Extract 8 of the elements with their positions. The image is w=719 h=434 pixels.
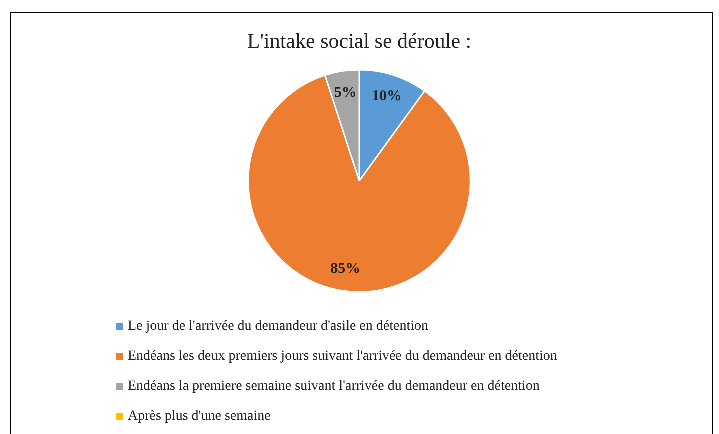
data-label: 10% — [372, 88, 402, 104]
legend-label: Après plus d'une semaine — [127, 408, 272, 426]
data-label: 85% — [330, 260, 361, 277]
legend-label: Le jour de l'arrivée du demandeur d'asile en détention — [127, 318, 430, 336]
legend-label: Endéans la premiere semaine suivant l'arrivée du demandeur en détention — [127, 378, 541, 396]
legend-label: Endéans les deux premiers jours suivant l'arrivée du demandeur en détention — [127, 348, 558, 366]
data-label: 5% — [334, 85, 357, 102]
chart-title: L'intake social se déroule : — [247, 29, 472, 54]
